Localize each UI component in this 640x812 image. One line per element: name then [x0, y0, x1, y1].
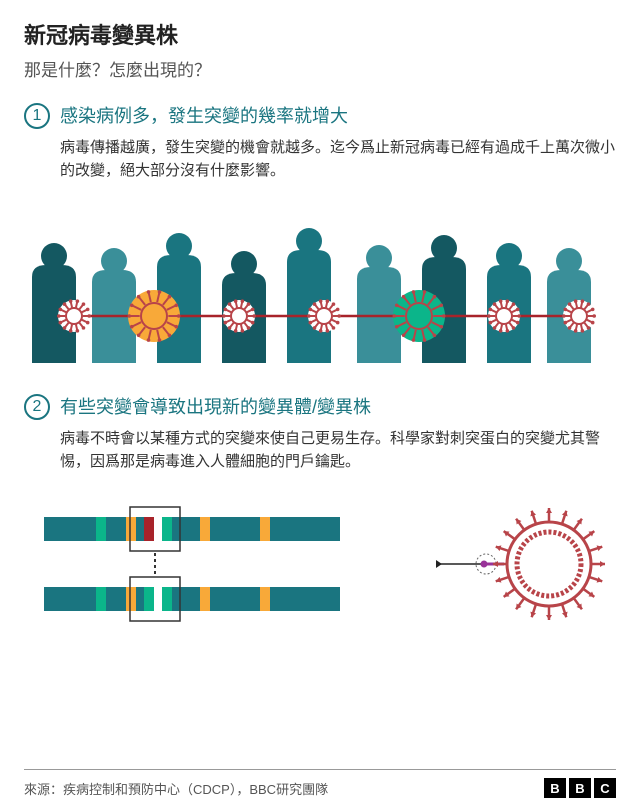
genome-svg	[34, 499, 434, 629]
bbc-c: C	[594, 778, 616, 798]
section-2-header: 2 有些突變會導致出現新的變異體/變異株	[24, 394, 616, 420]
source-text: 來源：疾病控制和預防中心（CDCP），BBC研究團隊	[24, 779, 328, 798]
subtitle: 那是什麼？怎麼出現的？	[24, 56, 616, 81]
section-2: 2 有些突變會導致出現新的變異體/變異株 病毒不時會以某種方式的突變來使自己更易…	[24, 394, 616, 639]
section-1-number: 1	[24, 103, 50, 129]
section-2-title: 有些突變會導致出現新的變異體/變異株	[60, 394, 371, 420]
section-1-title: 感染病例多，發生突變的幾率就增大	[60, 103, 348, 129]
footer: 來源：疾病控制和預防中心（CDCP），BBC研究團隊 B B C	[24, 769, 616, 798]
section-1-header: 1 感染病例多，發生突變的幾率就增大	[24, 103, 616, 129]
bbc-logo: B B C	[544, 778, 616, 798]
people-illustration	[24, 198, 616, 368]
people-svg	[24, 198, 616, 368]
genome-illustration	[34, 489, 616, 639]
section-1-body: 病毒傳播越廣，發生突變的機會就越多。迄今爲止新冠病毒已經有過成千上萬次微小的改變…	[60, 137, 616, 182]
virus-detail-svg	[434, 489, 614, 639]
main-title: 新冠病毒變異株	[24, 18, 616, 50]
section-2-body: 病毒不時會以某種方式的突變來使自己更易生存。科學家對刺突蛋白的突變尤其警惕，因爲…	[60, 428, 616, 473]
bbc-b1: B	[544, 778, 566, 798]
bbc-b2: B	[569, 778, 591, 798]
section-2-number: 2	[24, 394, 50, 420]
section-1: 1 感染病例多，發生突變的幾率就增大 病毒傳播越廣，發生突變的機會就越多。迄今爲…	[24, 103, 616, 368]
